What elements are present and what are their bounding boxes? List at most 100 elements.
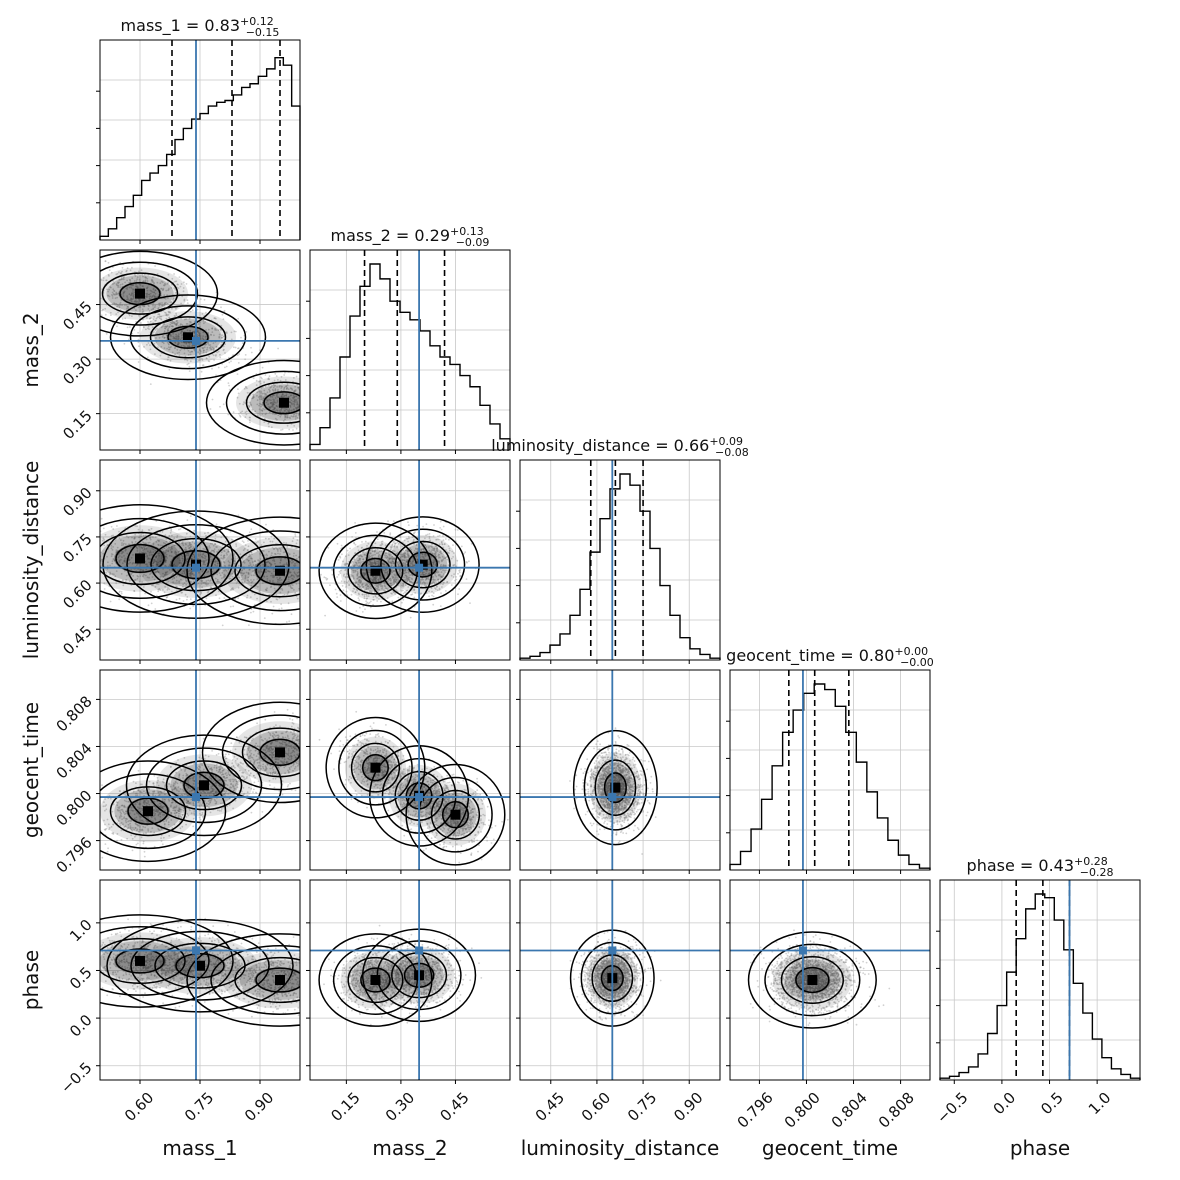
sample-point [128,314,131,317]
sample-point [388,558,391,561]
sample-point [96,288,98,290]
sample-point [177,333,180,335]
sample-point [261,404,263,406]
sample-point [144,592,147,595]
sample-point [103,538,105,541]
sample-point [352,577,355,580]
sample-point [176,557,179,559]
sample-point [114,297,117,300]
sample-point [266,561,268,564]
sample-point [263,392,266,395]
sample-point [101,558,103,561]
sample-point [173,537,176,540]
sample-point [143,305,146,308]
sample-point [259,558,262,560]
sample-point [147,304,150,307]
sample-point [292,578,294,581]
sample-point [149,536,152,539]
sample-point [148,293,151,296]
sample-point [288,396,291,398]
sample-point [270,399,272,402]
sample-point [148,328,151,330]
sample-point [261,409,264,412]
sample-point [118,598,121,601]
sample-point [87,280,89,282]
sample-point [293,377,295,379]
sample-point [169,540,171,543]
sample-point [393,545,396,547]
sample-point [110,534,113,537]
sample-point [301,386,303,388]
sample-point [274,413,276,416]
sample-point [423,557,426,560]
sample-point [367,585,369,587]
sample-point [138,278,141,281]
sample-point [307,569,309,571]
sample-point [408,580,411,583]
sample-point [286,563,289,566]
sample-point [154,585,157,588]
sample-point [97,296,99,298]
sample-point [118,303,121,305]
sample-point [201,364,204,367]
sample-point [264,413,267,416]
sample-point [159,354,162,357]
sample-point [114,294,116,296]
sample-point [113,559,116,562]
sample-point [242,561,245,563]
sample-point [272,404,275,406]
sample-point [130,294,132,297]
sample-point [372,578,374,581]
sample-point [289,394,292,397]
sample-point [353,415,355,417]
sample-point [132,562,134,564]
sample-point [302,559,304,561]
sample-point [232,605,235,608]
sample-point [283,386,286,389]
sample-point [320,403,322,405]
sample-point [249,416,252,419]
sample-point [253,574,255,577]
sample-point [344,564,347,567]
sample-point [155,317,158,320]
sample-point [156,583,159,586]
sample-point [237,388,239,390]
sample-point [109,573,111,576]
sample-point [176,352,179,354]
sample-point [150,290,153,292]
sample-point [159,282,162,285]
sample-point [341,430,343,432]
sample-point [367,556,370,559]
sample-point [383,532,386,534]
sample-point [247,555,250,558]
truth-marker [192,336,200,345]
sample-point [364,540,367,543]
sample-point [259,349,261,352]
sample-point [214,542,216,545]
sample-point [140,568,143,571]
sample-point [112,534,114,537]
sample-point [247,576,250,579]
sample-point [173,544,176,547]
sample-point [348,584,350,586]
sample-point [189,329,191,332]
sample-point [119,590,121,593]
sample-point [151,584,153,587]
sample-point [165,317,168,320]
sample-point [190,321,192,324]
sample-point [186,323,189,325]
sample-point [106,555,108,558]
sample-point [197,331,200,333]
sample-point [371,579,374,582]
sample-point [280,395,283,398]
sample-point [146,287,148,289]
sample-point [359,579,362,582]
sample-point [138,580,141,583]
sample-point [137,341,140,344]
sample-point [115,303,118,305]
sample-point [338,577,340,579]
sample-point [165,312,167,314]
sample-point [156,539,159,541]
sample-point [214,563,216,566]
sample-point [250,611,252,614]
